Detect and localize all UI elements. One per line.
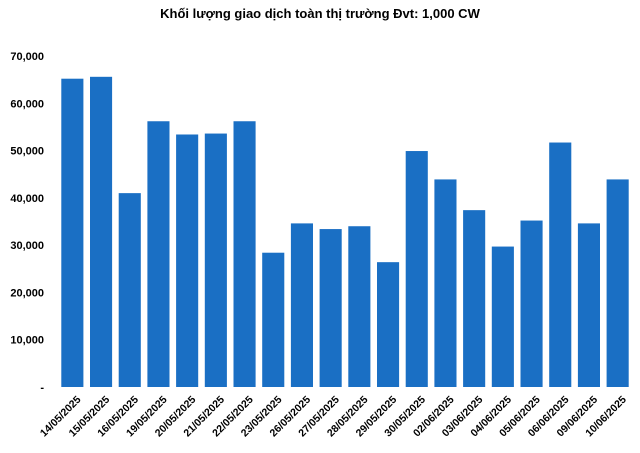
bar xyxy=(290,223,313,387)
bar xyxy=(348,226,371,387)
y-tick-label: 10,000 xyxy=(10,335,44,347)
bar xyxy=(118,193,141,387)
bar xyxy=(319,229,342,387)
bar xyxy=(61,78,84,387)
bar xyxy=(147,121,170,387)
y-tick-label: 60,000 xyxy=(10,98,44,110)
bar xyxy=(491,246,514,387)
bar xyxy=(377,262,400,387)
y-tick-label: 20,000 xyxy=(10,287,44,299)
bar xyxy=(233,121,256,387)
bar xyxy=(176,134,199,387)
y-tick-label: - xyxy=(40,382,44,394)
y-tick-label: 70,000 xyxy=(10,51,44,63)
bar xyxy=(549,142,572,387)
bar xyxy=(204,133,227,387)
bar xyxy=(434,179,457,387)
y-tick-label: 40,000 xyxy=(10,193,44,205)
bar xyxy=(520,220,543,387)
bar xyxy=(577,223,600,387)
bar xyxy=(90,76,113,387)
y-tick-label: 30,000 xyxy=(10,240,44,252)
bar xyxy=(463,210,486,387)
bar xyxy=(405,151,428,387)
bar xyxy=(606,179,629,387)
y-tick-label: 50,000 xyxy=(10,146,44,158)
chart-title: Khối lượng giao dịch toàn thị trường Đvt… xyxy=(160,6,480,21)
bar xyxy=(262,252,285,387)
